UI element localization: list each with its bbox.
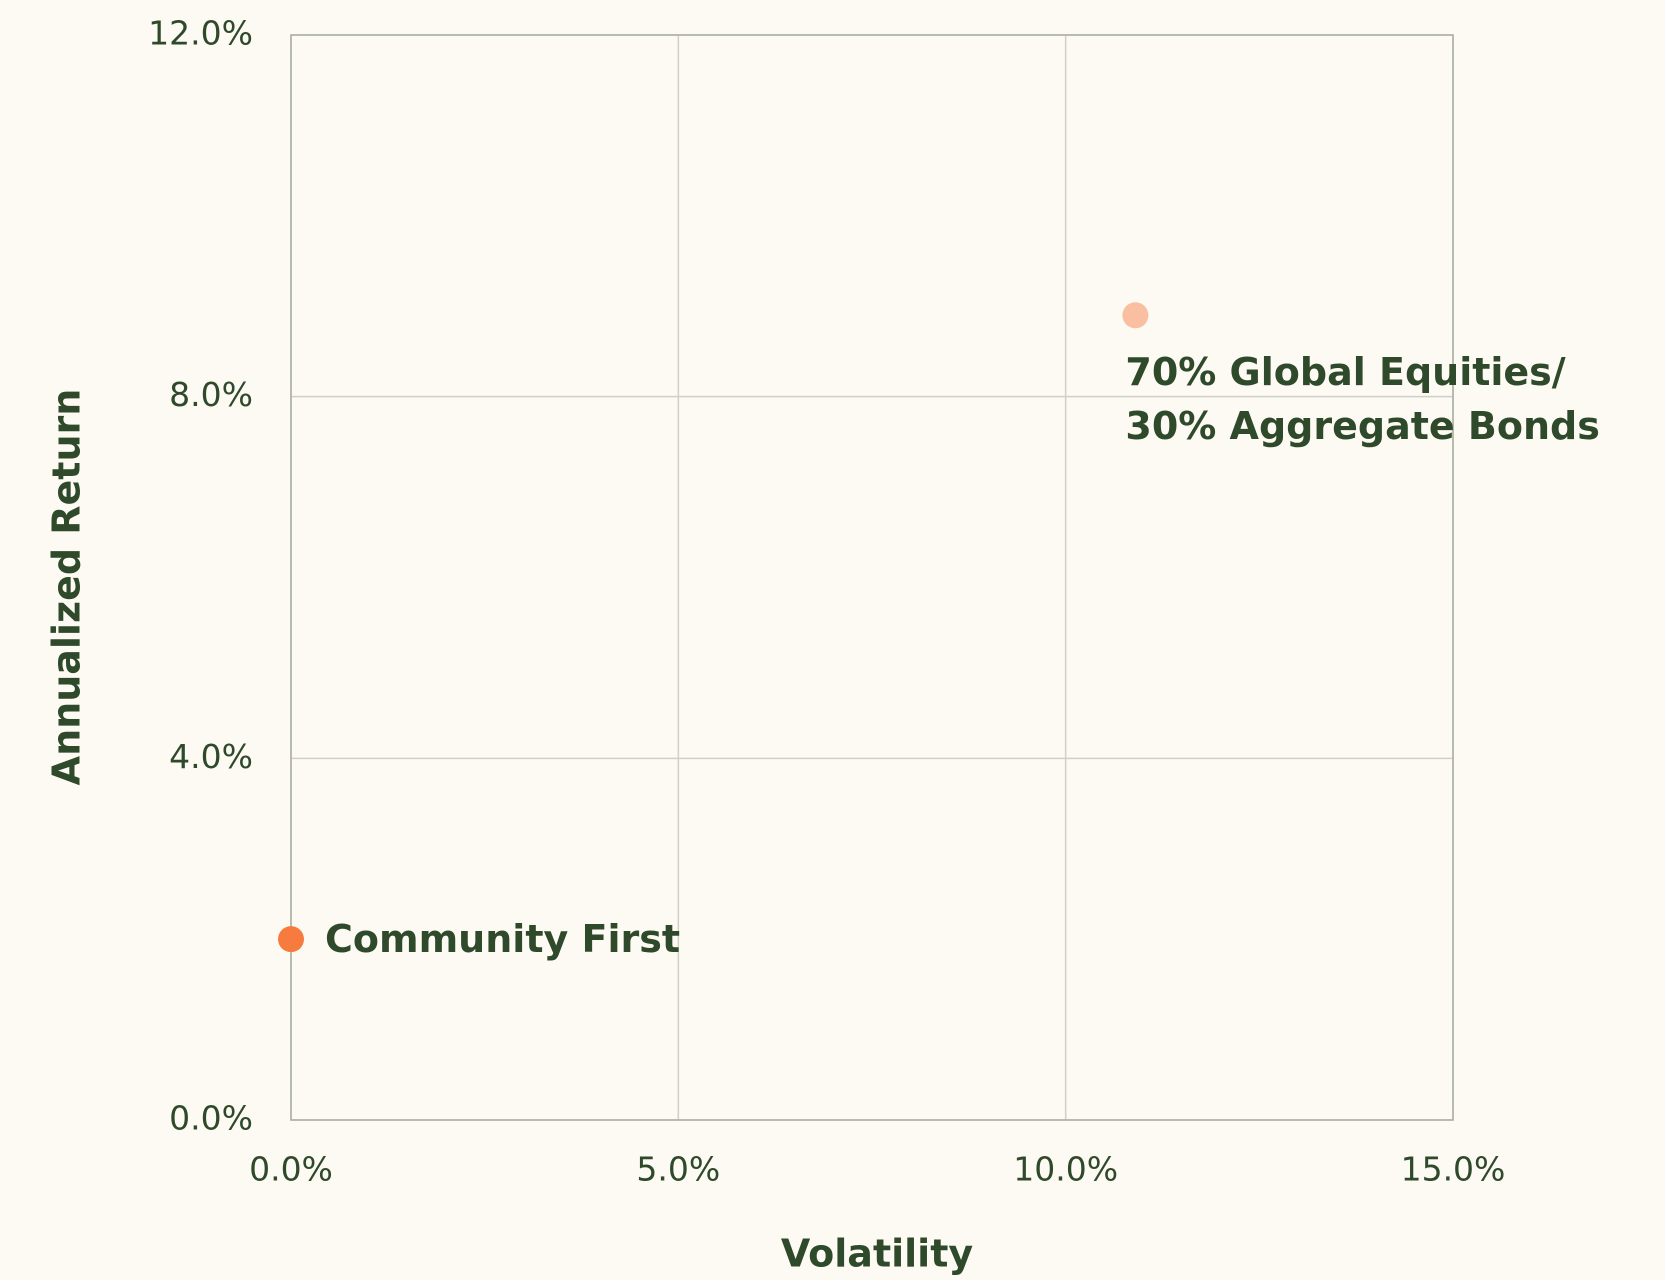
y-tick-label: 4.0%: [169, 737, 253, 776]
x-tick-label: 10.0%: [1013, 1150, 1118, 1189]
x-tick-label: 5.0%: [636, 1150, 720, 1189]
point-label: Community First: [325, 917, 680, 962]
point: [278, 926, 304, 953]
y-tick-label: 8.0%: [169, 375, 253, 414]
x-tick-label: 15.0%: [1401, 1150, 1506, 1189]
x-tick-label: 0.0%: [249, 1150, 333, 1189]
y-tick-label: 0.0%: [169, 1099, 253, 1138]
point-label: 70% Global Equities/ 30% Aggregate Bonds: [1125, 350, 1600, 449]
x-axis-title: Volatility: [781, 1232, 974, 1276]
point: [1122, 302, 1149, 329]
plot-frame: [290, 34, 1454, 1121]
y-axis-title: Annualized Return: [45, 389, 89, 786]
y-tick-label: 12.0%: [148, 14, 253, 53]
